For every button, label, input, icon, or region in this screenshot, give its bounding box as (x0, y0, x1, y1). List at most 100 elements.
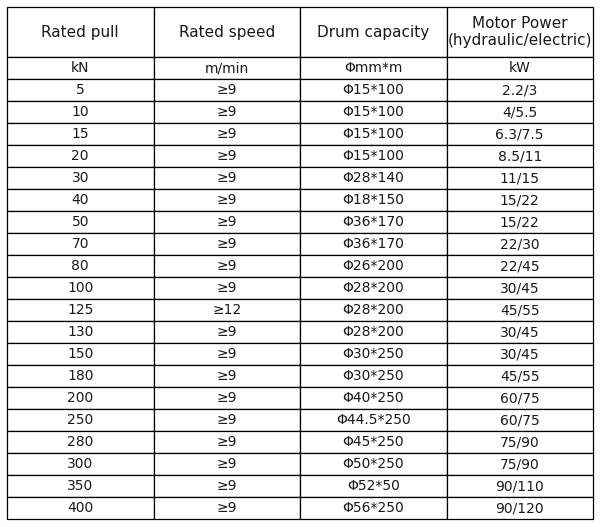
Text: 130: 130 (67, 325, 94, 339)
Bar (7, 277, 154, 299)
Text: ≥9: ≥9 (217, 391, 237, 405)
Text: ≥9: ≥9 (217, 479, 237, 493)
Bar (7, 321, 154, 343)
Text: kW: kW (509, 61, 530, 75)
Text: 60/75: 60/75 (500, 391, 539, 405)
Bar (446, 57, 593, 79)
Bar (154, 211, 300, 233)
Text: Φ18*150: Φ18*150 (342, 193, 404, 207)
Text: Φ28*200: Φ28*200 (343, 303, 404, 317)
Bar (7, 233, 154, 255)
Bar (154, 365, 300, 387)
Text: Φ30*250: Φ30*250 (343, 369, 404, 383)
Text: 250: 250 (67, 413, 94, 427)
Text: 180: 180 (67, 369, 94, 383)
Text: Φ36*170: Φ36*170 (343, 237, 404, 251)
Bar (154, 101, 300, 123)
Bar (154, 167, 300, 189)
Bar (446, 409, 593, 431)
Text: 30/45: 30/45 (500, 347, 539, 361)
Bar (154, 189, 300, 211)
Text: 30/45: 30/45 (500, 325, 539, 339)
Bar (300, 167, 446, 189)
Bar (154, 409, 300, 431)
Bar (446, 145, 593, 167)
Text: kN: kN (71, 61, 89, 75)
Text: ≥9: ≥9 (217, 83, 237, 97)
Bar (300, 7, 446, 57)
Bar (300, 57, 446, 79)
Text: 280: 280 (67, 435, 94, 449)
Bar (446, 101, 593, 123)
Text: Motor Power
(hydraulic/electric): Motor Power (hydraulic/electric) (448, 16, 592, 48)
Text: 75/90: 75/90 (500, 457, 539, 471)
Text: ≥9: ≥9 (217, 149, 237, 163)
Text: ≥9: ≥9 (217, 281, 237, 295)
Text: Φ15*100: Φ15*100 (343, 83, 404, 97)
Bar (446, 453, 593, 475)
Bar (154, 453, 300, 475)
Bar (446, 365, 593, 387)
Text: 350: 350 (67, 479, 94, 493)
Bar (154, 233, 300, 255)
Bar (446, 321, 593, 343)
Bar (446, 123, 593, 145)
Bar (7, 475, 154, 497)
Bar (154, 255, 300, 277)
Bar (446, 7, 593, 57)
Bar (7, 79, 154, 101)
Text: 300: 300 (67, 457, 94, 471)
Text: Φmm*m: Φmm*m (344, 61, 403, 75)
Bar (154, 475, 300, 497)
Text: Φ30*250: Φ30*250 (343, 347, 404, 361)
Bar (154, 145, 300, 167)
Bar (446, 211, 593, 233)
Text: Φ15*100: Φ15*100 (343, 105, 404, 119)
Bar (300, 189, 446, 211)
Bar (446, 167, 593, 189)
Text: 15: 15 (71, 127, 89, 141)
Bar (300, 211, 446, 233)
Bar (7, 145, 154, 167)
Text: ≥9: ≥9 (217, 325, 237, 339)
Text: 4/5.5: 4/5.5 (502, 105, 538, 119)
Bar (7, 409, 154, 431)
Text: 200: 200 (67, 391, 94, 405)
Text: 100: 100 (67, 281, 94, 295)
Bar (154, 123, 300, 145)
Bar (7, 7, 154, 57)
Text: Φ40*250: Φ40*250 (343, 391, 404, 405)
Bar (300, 497, 446, 519)
Bar (7, 365, 154, 387)
Bar (446, 79, 593, 101)
Text: 70: 70 (71, 237, 89, 251)
Bar (446, 431, 593, 453)
Text: ≥9: ≥9 (217, 105, 237, 119)
Text: 5: 5 (76, 83, 85, 97)
Text: 400: 400 (67, 501, 94, 515)
Bar (7, 497, 154, 519)
Text: Φ50*250: Φ50*250 (343, 457, 404, 471)
Text: Φ36*170: Φ36*170 (343, 215, 404, 229)
Text: 45/55: 45/55 (500, 303, 539, 317)
Bar (7, 57, 154, 79)
Text: 90/120: 90/120 (496, 501, 544, 515)
Bar (300, 321, 446, 343)
Bar (7, 255, 154, 277)
Bar (300, 255, 446, 277)
Text: ≥9: ≥9 (217, 193, 237, 207)
Text: ≥9: ≥9 (217, 171, 237, 185)
Bar (7, 343, 154, 365)
Text: ≥9: ≥9 (217, 127, 237, 141)
Bar (300, 343, 446, 365)
Bar (300, 123, 446, 145)
Text: 6.3/7.5: 6.3/7.5 (496, 127, 544, 141)
Bar (446, 233, 593, 255)
Text: m/min: m/min (205, 61, 249, 75)
Bar (7, 167, 154, 189)
Text: 22/45: 22/45 (500, 259, 539, 273)
Text: ≥12: ≥12 (212, 303, 241, 317)
Bar (7, 431, 154, 453)
Bar (300, 277, 446, 299)
Text: ≥9: ≥9 (217, 347, 237, 361)
